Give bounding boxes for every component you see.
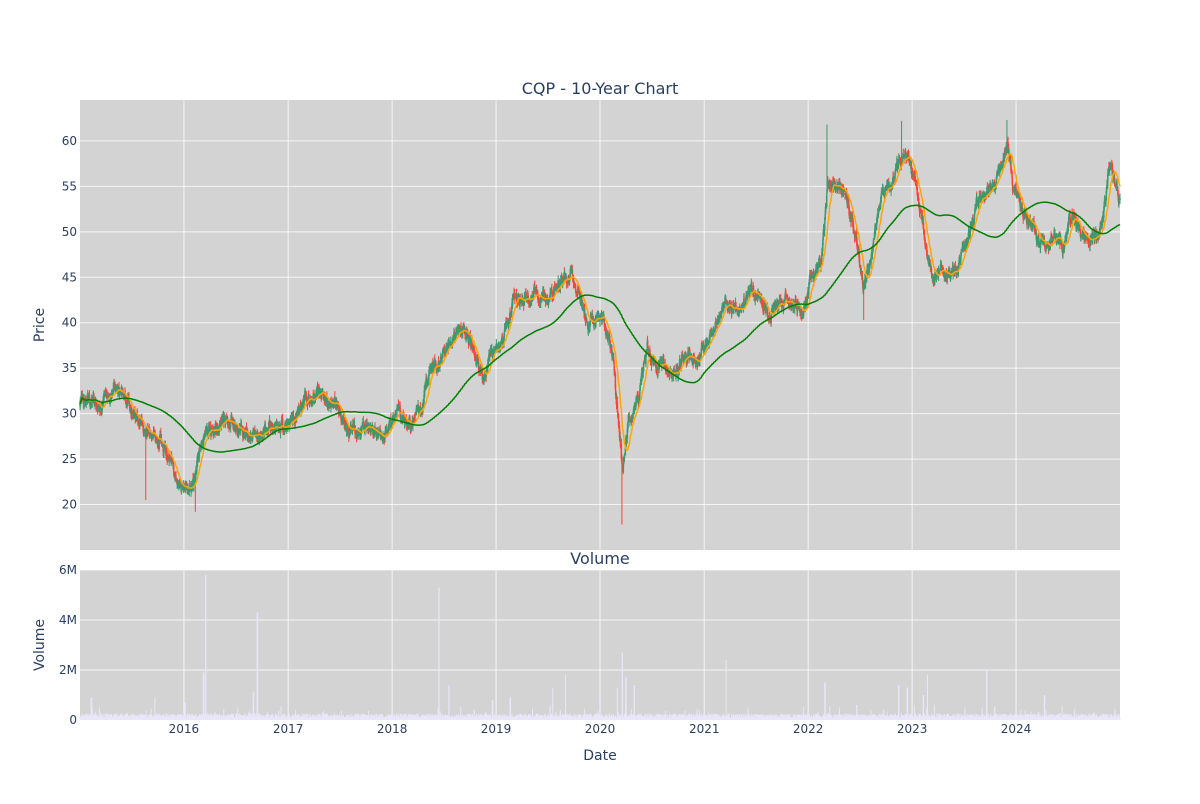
volume-y-ticks: 0 2M 4M 6M xyxy=(59,563,77,727)
volume-bar-series xyxy=(79,575,1121,720)
long-moving-average-line xyxy=(79,201,1121,453)
x-tick-label: 2016 xyxy=(169,722,200,736)
volume-y-tick-label: 0 xyxy=(69,713,77,727)
price-y-tick-label: 40 xyxy=(62,316,77,330)
price-y-tick-label: 20 xyxy=(62,498,77,512)
price-y-ticks: 20 25 30 35 40 45 50 55 60 xyxy=(62,134,77,512)
x-tick-label: 2017 xyxy=(273,722,304,736)
price-y-tick-label: 30 xyxy=(62,407,77,421)
price-y-tick-label: 55 xyxy=(62,179,77,193)
x-tick-label: 2019 xyxy=(481,722,512,736)
price-y-tick-label: 45 xyxy=(62,270,77,284)
volume-chart-title: Volume xyxy=(570,549,630,568)
volume-bars xyxy=(79,575,1121,720)
volume-y-tick-label: 6M xyxy=(59,563,77,577)
x-tick-label: 2020 xyxy=(585,722,616,736)
volume-y-axis-label: Volume xyxy=(32,619,48,671)
volume-x-ticks: 2016 2017 2018 2019 2020 2021 2022 2023 2024 xyxy=(169,722,1032,736)
x-tick-label: 2022 xyxy=(793,722,824,736)
x-tick-label: 2024 xyxy=(1001,722,1032,736)
short-moving-average-line xyxy=(79,153,1121,489)
x-axis-label: Date xyxy=(583,748,616,764)
x-tick-label: 2023 xyxy=(897,722,928,736)
price-y-tick-label: 60 xyxy=(62,134,77,148)
price-y-axis-label: Price xyxy=(32,308,48,342)
volume-y-tick-label: 2M xyxy=(59,663,77,677)
price-y-tick-label: 35 xyxy=(62,361,77,375)
x-tick-label: 2018 xyxy=(377,722,408,736)
x-tick-label: 2021 xyxy=(689,722,720,736)
price-chart-title: CQP - 10-Year Chart xyxy=(522,79,679,98)
price-y-tick-label: 50 xyxy=(62,225,77,239)
price-y-tick-label: 25 xyxy=(62,452,77,466)
volume-y-tick-label: 4M xyxy=(59,613,77,627)
price-moving-averages xyxy=(79,153,1121,489)
